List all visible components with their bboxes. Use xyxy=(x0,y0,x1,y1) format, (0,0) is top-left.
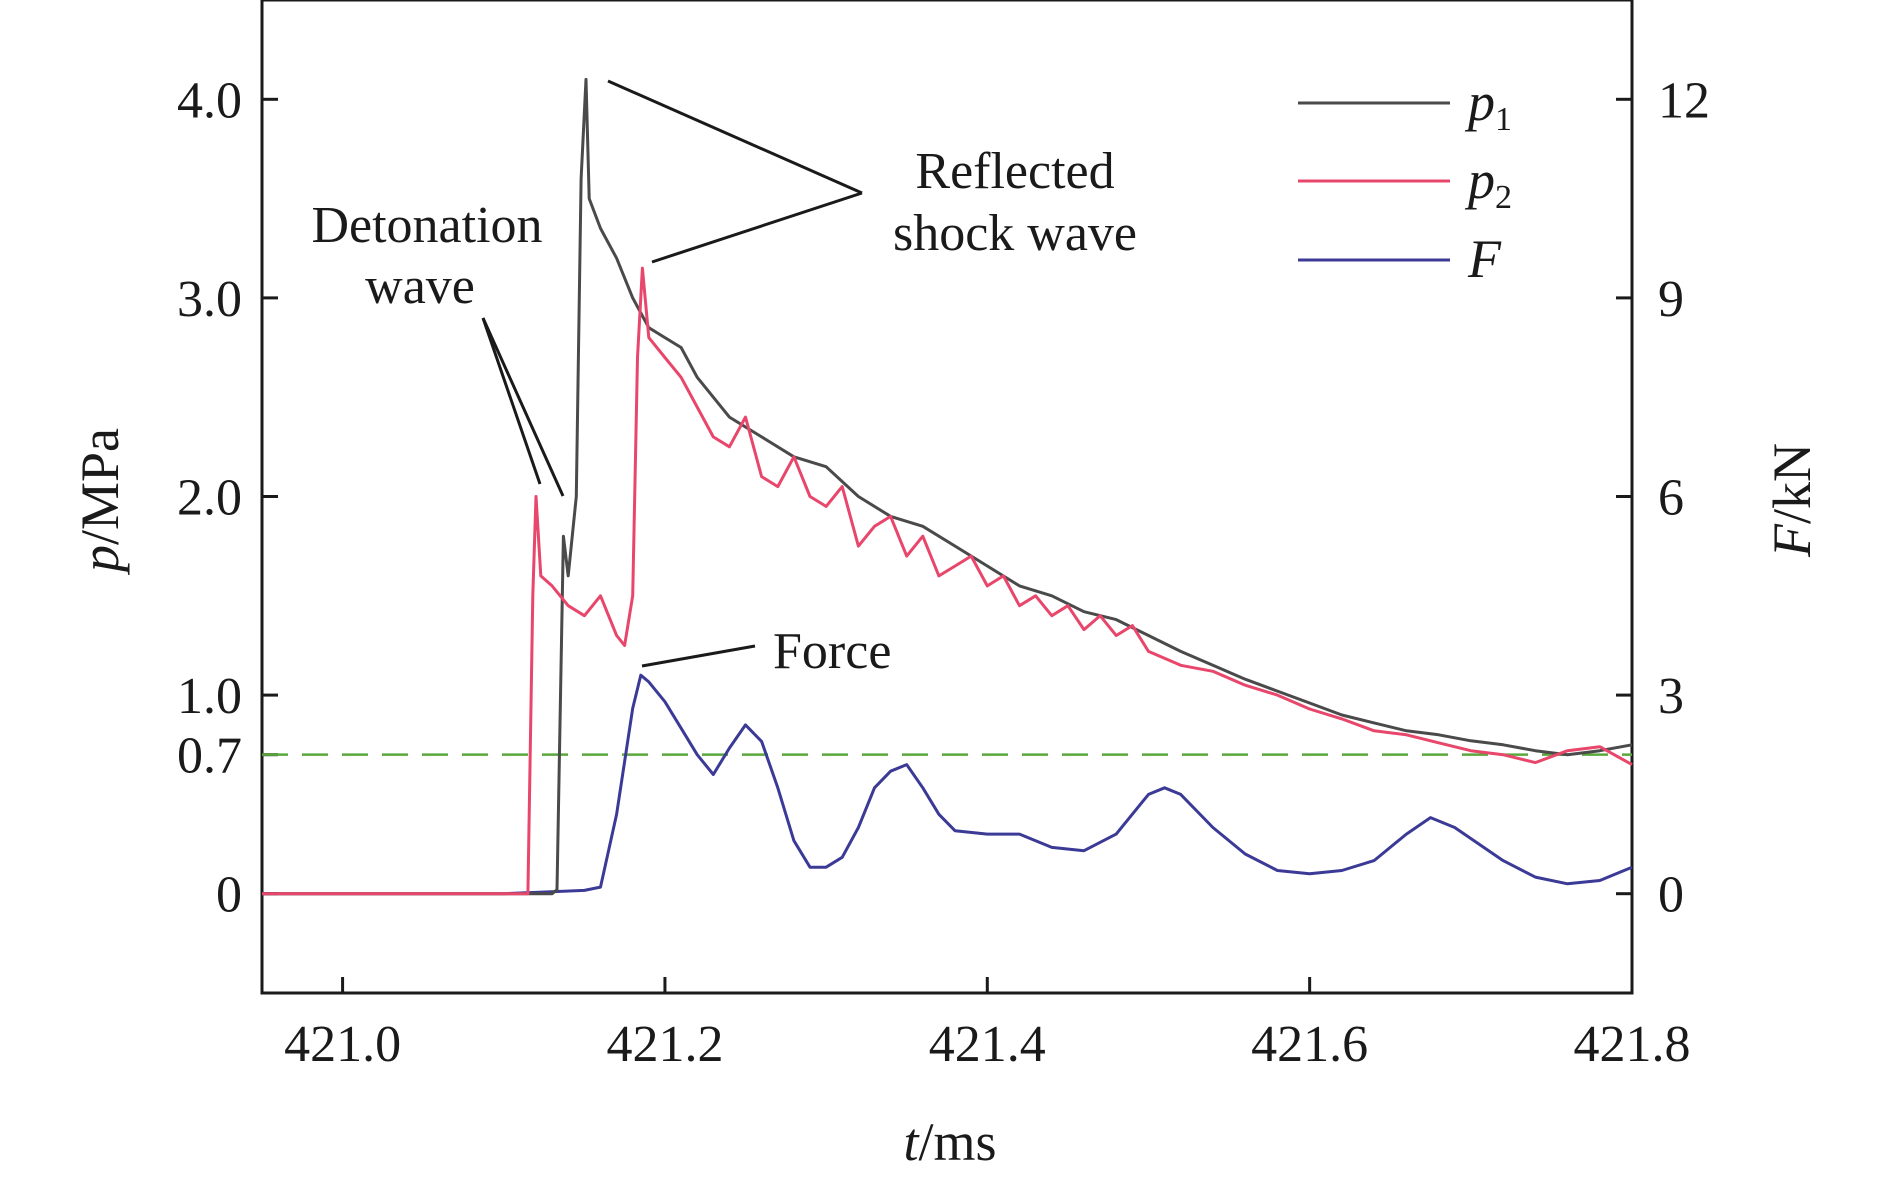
annotation-detonation-line1: Detonation xyxy=(311,197,542,254)
x-tick-label: 421.2 xyxy=(606,1016,723,1073)
axis-ticks: 421.0 421.2 421.4 421.6 421.8 0 0.71.0 2.0 3.0 4.… xyxy=(177,72,1710,1073)
annotation-reflected-leader-1 xyxy=(607,79,863,195)
x-tick-label: 421.6 xyxy=(1251,1016,1368,1073)
annotation-detonation-wave: Detonation wave xyxy=(311,197,565,497)
annotation-detonation-line2: wave xyxy=(365,258,475,315)
series-group xyxy=(262,77,1633,896)
y-right-tick-label: 9 xyxy=(1658,271,1684,328)
legend-label-p1: p1 xyxy=(1464,72,1512,138)
annotation-reflected-line2: shock wave xyxy=(893,205,1137,262)
series-line-p2 xyxy=(262,266,1633,896)
legend-label-f: F xyxy=(1467,229,1502,289)
y-left-tick-label: 1.0 xyxy=(177,668,242,725)
y-right-tick-label: 6 xyxy=(1658,470,1684,527)
x-tick-label: 421.8 xyxy=(1574,1016,1691,1073)
annotation-reflected-shock-wave: Reflected shock wave xyxy=(607,79,1137,264)
y-right-tick-label: 12 xyxy=(1658,72,1710,129)
series-line-F xyxy=(262,673,1633,896)
y-left-axis-title: p/MPa xyxy=(70,428,130,576)
annotation-detonation-leader-1 xyxy=(481,317,542,485)
y-left-tick-label: 2.0 xyxy=(177,470,242,527)
y-left-tick-label: 0 xyxy=(216,867,242,924)
annotation-force-leader xyxy=(641,644,756,668)
annotation-reflected-leader-2 xyxy=(651,191,863,264)
y-right-axis-title: F/kN xyxy=(1762,443,1822,558)
annotation-detonation-leader-2 xyxy=(481,317,565,497)
x-tick-label: 421.4 xyxy=(929,1016,1046,1073)
y-right-tick-label: 3 xyxy=(1658,668,1684,725)
x-axis-title: t/ms xyxy=(903,1112,996,1172)
annotation-force-label: Force xyxy=(773,623,891,680)
legend-label-p2: p2 xyxy=(1464,150,1512,216)
series-line-p1 xyxy=(262,77,1633,896)
annotation-force: Force xyxy=(641,623,891,680)
legend: p1 p2 F xyxy=(1298,72,1512,289)
y-right-tick-label: 0 xyxy=(1658,867,1684,924)
y-left-tick-label: 3.0 xyxy=(177,271,242,328)
annotation-reflected-line1: Reflected xyxy=(915,143,1114,200)
y-left-tick-label: 4.0 xyxy=(177,72,242,129)
x-tick-label: 421.0 xyxy=(284,1016,401,1073)
y-left-tick-label: 0.7 xyxy=(177,728,242,785)
